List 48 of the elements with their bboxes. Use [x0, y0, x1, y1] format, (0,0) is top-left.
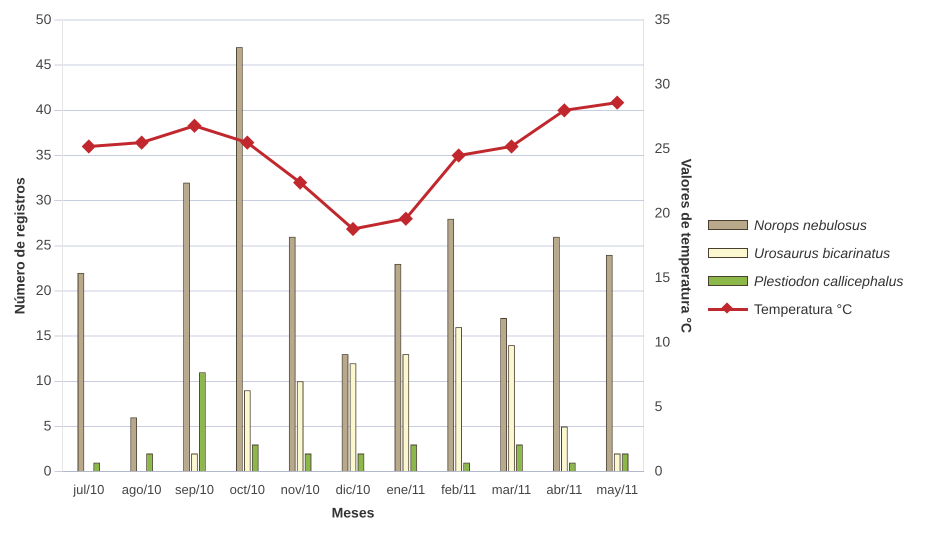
point [399, 212, 412, 226]
y2-tick-label: 25 [654, 140, 670, 156]
point [294, 176, 307, 190]
point [188, 119, 201, 132]
y-tick-label: 20 [36, 282, 52, 298]
x-tick-label: feb/11 [441, 482, 476, 497]
y-tick-label: 30 [36, 192, 52, 208]
y2-tick-label: 15 [654, 268, 670, 285]
point [240, 136, 254, 150]
legend-label: Norops nebulosus [754, 217, 867, 233]
x-tick-label: ene/11 [386, 482, 426, 497]
x-tick-label: ago/10 [122, 482, 162, 497]
x-tick-label: oct/10 [230, 482, 266, 497]
point [610, 96, 624, 110]
y2-tick-label: 20 [654, 204, 670, 220]
y-tick-label: 0 [44, 462, 52, 478]
x-tick-label: mar/11 [492, 482, 532, 497]
point [505, 140, 518, 153]
y2-axis-title: Valores de temperatura °C [678, 158, 695, 334]
y-tick-label: 15 [36, 326, 52, 343]
y-tick-label: 5 [44, 417, 52, 434]
x-tick-label: sep/10 [174, 482, 214, 497]
point [82, 140, 96, 153]
y-tick-label: 35 [36, 146, 52, 162]
legend-label: Urosaurus bicarinatus [754, 245, 890, 261]
point [452, 148, 466, 162]
y2-tick-label: 5 [654, 398, 663, 414]
y2-tick-label: 30 [654, 75, 670, 92]
point [346, 222, 360, 236]
point [135, 136, 148, 150]
y2-tick-label: 10 [654, 333, 670, 350]
x-tick-label: jul/10 [72, 482, 104, 497]
legend-label: Plestiodon callicephalus [754, 273, 904, 289]
x-tick-label: dic/10 [336, 482, 370, 497]
y2-tick-label: 35 [654, 10, 670, 27]
y-tick-label: 25 [36, 236, 52, 253]
y-tick-label: 10 [36, 372, 52, 388]
legend-label: Temperatura °C [754, 301, 852, 317]
x-axis-title: Meses [332, 504, 375, 520]
x-tick-label: abr/11 [546, 482, 582, 497]
y-tick-label: 40 [36, 101, 52, 118]
x-tick-label: nov/10 [280, 482, 320, 497]
y-tick-label: 50 [36, 10, 52, 27]
y-axis-title: Número de registros [11, 177, 28, 314]
y-tick-label: 45 [36, 56, 52, 72]
x-tick-label: may/11 [596, 482, 638, 497]
point [558, 104, 571, 117]
y2-tick-label: 0 [654, 462, 663, 478]
